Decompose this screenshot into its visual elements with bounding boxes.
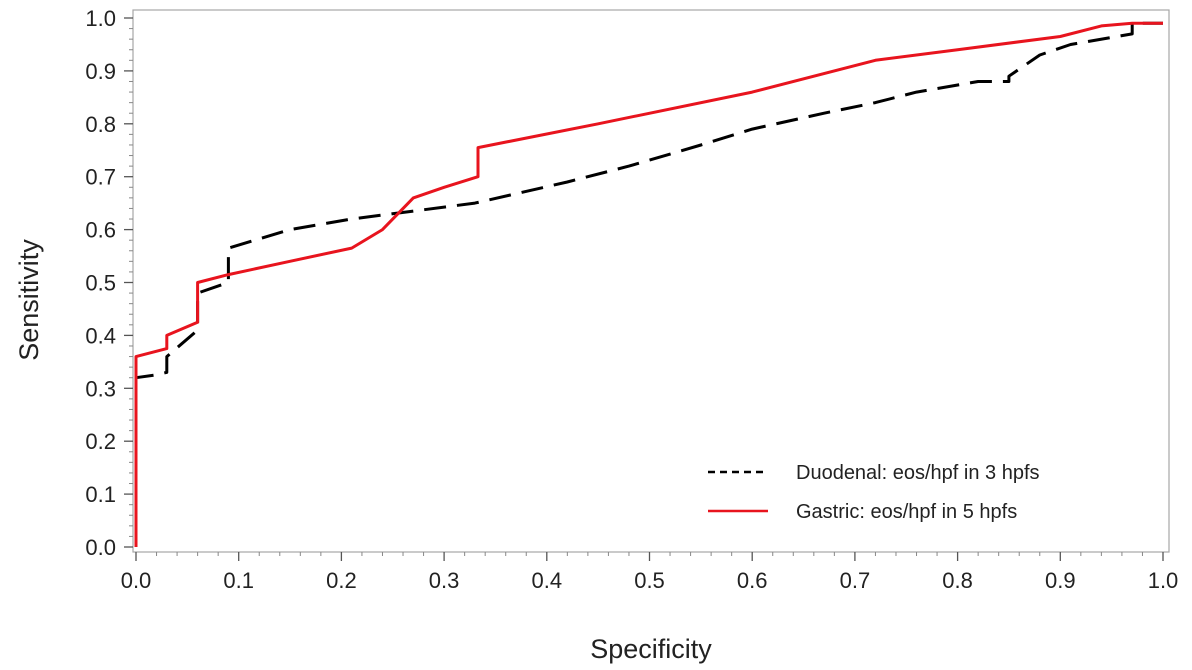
y-tick-label: 0.6: [85, 218, 116, 243]
legend-label-duodenal: Duodenal: eos/hpf in 3 hpfs: [796, 462, 1040, 484]
y-tick-label: 0.5: [85, 271, 116, 296]
x-tick-label: 0.7: [840, 568, 871, 593]
x-tick-label: 0.8: [942, 568, 973, 593]
legend-label-gastric: Gastric: eos/hpf in 5 hpfs: [796, 501, 1017, 523]
y-tick-label: 0.1: [85, 482, 116, 507]
y-tick-label: 0.2: [85, 429, 116, 454]
x-tick-label: 0.0: [121, 568, 152, 593]
x-tick-label: 0.9: [1045, 568, 1076, 593]
axis-ticks: 0.0 0.1 0.2 0.3 0.4 0.5 0.6 0.7 0.8 0.9 1.0 0.0 0.1 0…: [85, 6, 1178, 593]
x-tick-label: 0.1: [223, 568, 254, 593]
x-tick-label: 0.6: [737, 568, 768, 593]
x-tick-label: 0.2: [326, 568, 357, 593]
series-line-gastric: [134, 21, 1163, 547]
x-tick-label: 1.0: [1148, 568, 1179, 593]
x-tick-label: 0.4: [532, 568, 563, 593]
x-axis-title: Specificity: [590, 634, 712, 664]
series-lines: [134, 21, 1163, 547]
y-tick-label: 0.8: [85, 112, 116, 137]
y-tick-label: 0.0: [85, 535, 116, 560]
legend: Duodenal: eos/hpf in 3 hpfs Gastric: eos…: [708, 462, 1040, 523]
series-line-duodenal: [134, 21, 1163, 547]
x-tick-label: 0.3: [429, 568, 460, 593]
y-tick-label: 0.4: [85, 323, 116, 348]
x-tick-label: 0.5: [634, 568, 665, 593]
y-axis-title: Sensitivity: [14, 239, 44, 361]
y-tick-label: 0.7: [85, 165, 116, 190]
y-tick-label: 0.3: [85, 376, 116, 401]
y-tick-label: 0.9: [85, 59, 116, 84]
y-tick-label: 1.0: [85, 6, 116, 31]
plot-frame: [132, 9, 1170, 553]
